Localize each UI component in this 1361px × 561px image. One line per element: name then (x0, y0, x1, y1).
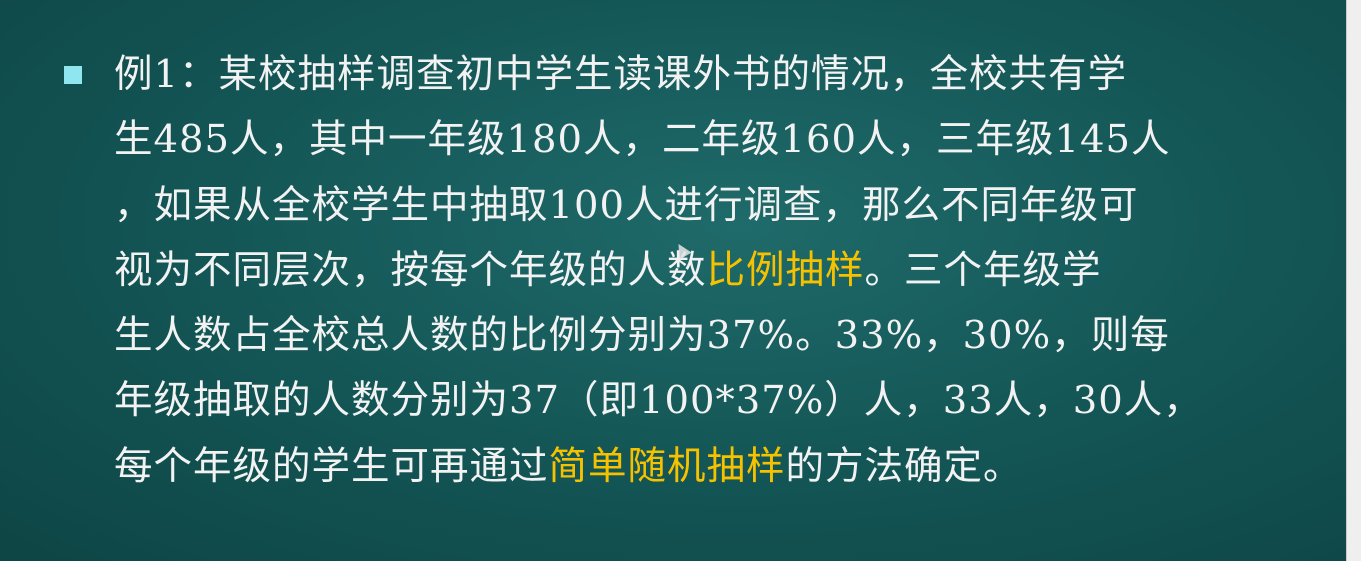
line-4-text-before: 视为不同层次，按每个年级的人数 (114, 247, 707, 293)
paragraph-line-5: 生人数占全校总人数的比例分别为37%。33%，30%，则每 (114, 313, 1170, 359)
paragraph-line-7: 每个年级的学生可再通过简单随机抽样的方法确定。 (114, 434, 1274, 499)
paragraph-line-6: 年级抽取的人数分别为37（即100*37%）人，33人，30人， (114, 378, 1203, 424)
paragraph-line-3: ，如果从全校学生中抽取100人进行调查，那么不同年级可 (114, 182, 1139, 228)
example-paragraph: 例1：某校抽样调查初中学生读课外书的情况，全校共有学 生485人，其中一年级18… (114, 42, 1274, 499)
paragraph-line-2: 生485人，其中一年级180人，二年级160人，三年级145人 (114, 117, 1171, 163)
highlight-proportional-sampling: 比例抽样 (706, 247, 865, 293)
window-edge-strip (1346, 0, 1361, 561)
paragraph-line-4: 视为不同层次，按每个年级的人数比例抽样。三个年级学 (114, 238, 1274, 303)
paragraph-line-1: 例1：某校抽样调查初中学生读课外书的情况，全校共有学 (114, 52, 1127, 97)
line-7-text-after: 的方法确定。 (785, 443, 1023, 489)
title-remnant (430, 0, 990, 8)
line-4-text-after: 。三个年级学 (864, 247, 1102, 293)
line-7-text-before: 每个年级的学生可再通过 (114, 443, 549, 489)
highlight-simple-random-sampling: 简单随机抽样 (548, 443, 786, 489)
bullet-square-icon (64, 66, 82, 84)
